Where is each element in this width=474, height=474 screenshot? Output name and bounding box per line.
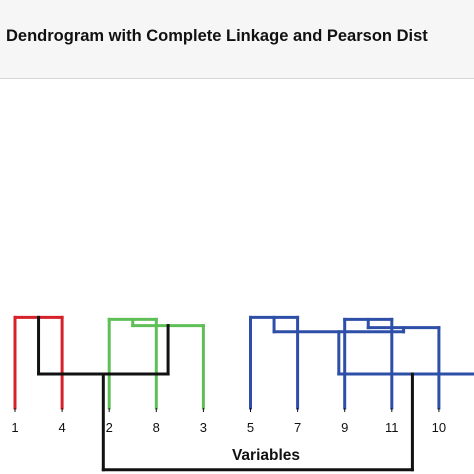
dendrogram-links <box>13 315 474 472</box>
leaf-labels: 1 4 2 8 3 5 7 9 11 10 <box>11 408 446 435</box>
leaf-label-8: 8 <box>153 420 160 435</box>
leaf-label-9: 9 <box>341 420 348 435</box>
title-band: Dendrogram with Complete Linkage and Pea… <box>0 0 474 79</box>
leaf-label-5: 5 <box>247 420 254 435</box>
leaf-label-1: 1 <box>11 420 18 435</box>
leaf-label-7: 7 <box>294 420 301 435</box>
leaf-label-2: 2 <box>106 420 113 435</box>
leaf-label-3: 3 <box>200 420 207 435</box>
leaf-label-10: 10 <box>432 420 446 435</box>
leaf-label-11: 11 <box>385 420 399 435</box>
x-axis-title: Variables <box>232 447 300 464</box>
chart-title: Dendrogram with Complete Linkage and Pea… <box>6 27 428 45</box>
leaf-label-4: 4 <box>58 420 65 435</box>
